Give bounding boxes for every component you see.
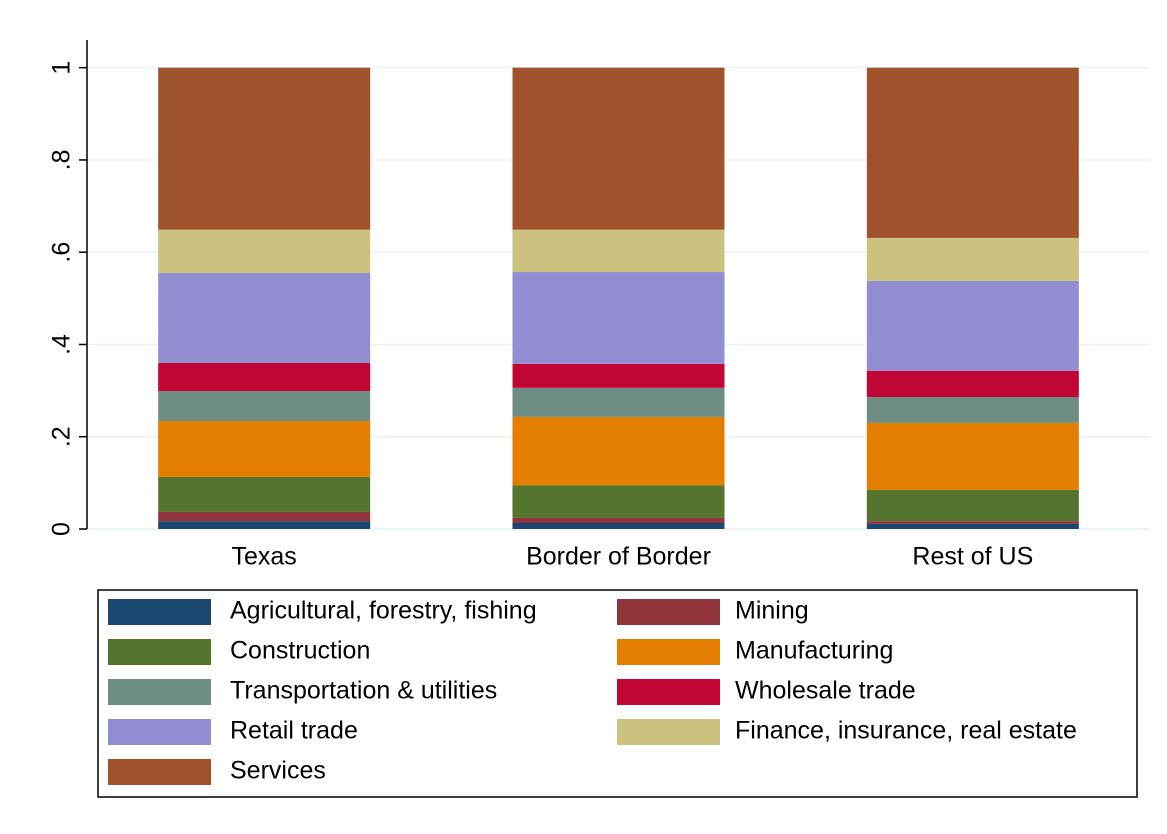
- bar-segment: [158, 67, 371, 230]
- bar-segment: [512, 229, 725, 273]
- y-tick-label: .2: [48, 426, 76, 447]
- y-tick-label: 0: [48, 522, 76, 536]
- bar-segment: [512, 363, 725, 388]
- legend-label: Manufacturing: [735, 637, 893, 665]
- y-tick-label: 1: [48, 61, 76, 75]
- bar-segment: [866, 67, 1079, 238]
- x-tick-label: Rest of US: [912, 543, 1033, 571]
- legend-swatch: [617, 719, 720, 745]
- legend-label: Mining: [735, 597, 809, 625]
- legend-swatch: [108, 599, 211, 625]
- x-tick-label: Border of Border: [526, 543, 711, 571]
- y-tick-label: .8: [48, 150, 76, 171]
- bar-segment: [866, 280, 1079, 371]
- legend-swatch: [617, 679, 720, 705]
- legend-label: Agricultural, forestry, fishing: [230, 597, 537, 625]
- bar-segment: [866, 237, 1079, 281]
- y-tick-label: .4: [48, 334, 76, 355]
- bar-segment: [158, 521, 371, 529]
- legend-label: Wholesale trade: [735, 677, 916, 705]
- bar-segment: [512, 67, 725, 230]
- bar-segment: [512, 272, 725, 364]
- legend-label: Transportation & utilities: [230, 677, 497, 705]
- bar-segment: [158, 272, 371, 363]
- bar-segment: [158, 511, 371, 522]
- legend-swatch: [108, 759, 211, 785]
- bar-segment: [512, 387, 725, 417]
- bar-segment: [158, 362, 371, 392]
- legend-swatch: [108, 719, 211, 745]
- legend-label: Retail trade: [230, 717, 358, 745]
- bar-segment: [512, 485, 725, 518]
- bar-segment: [158, 421, 371, 477]
- legend-box: [97, 589, 1138, 798]
- bar-segment: [158, 229, 371, 273]
- legend-label: Construction: [230, 637, 370, 665]
- bar-segment: [866, 523, 1079, 529]
- bar-segment: [512, 416, 725, 486]
- bar-segment: [512, 517, 725, 524]
- legend-swatch: [617, 639, 720, 665]
- legend-label: Services: [230, 757, 326, 785]
- legend-swatch: [617, 599, 720, 625]
- legend-swatch: [108, 639, 211, 665]
- bar-segment: [866, 521, 1079, 524]
- bar-segment: [866, 489, 1079, 522]
- bar-segment: [866, 397, 1079, 423]
- bar-segment: [512, 523, 725, 529]
- x-tick-label: Texas: [232, 543, 297, 571]
- bar-segment: [158, 476, 371, 512]
- legend-swatch: [108, 679, 211, 705]
- bar-segment: [158, 391, 371, 422]
- bar-segment: [866, 370, 1079, 398]
- y-tick-label: .6: [48, 242, 76, 263]
- legend-label: Finance, insurance, real estate: [735, 717, 1077, 745]
- bar-segment: [866, 422, 1079, 490]
